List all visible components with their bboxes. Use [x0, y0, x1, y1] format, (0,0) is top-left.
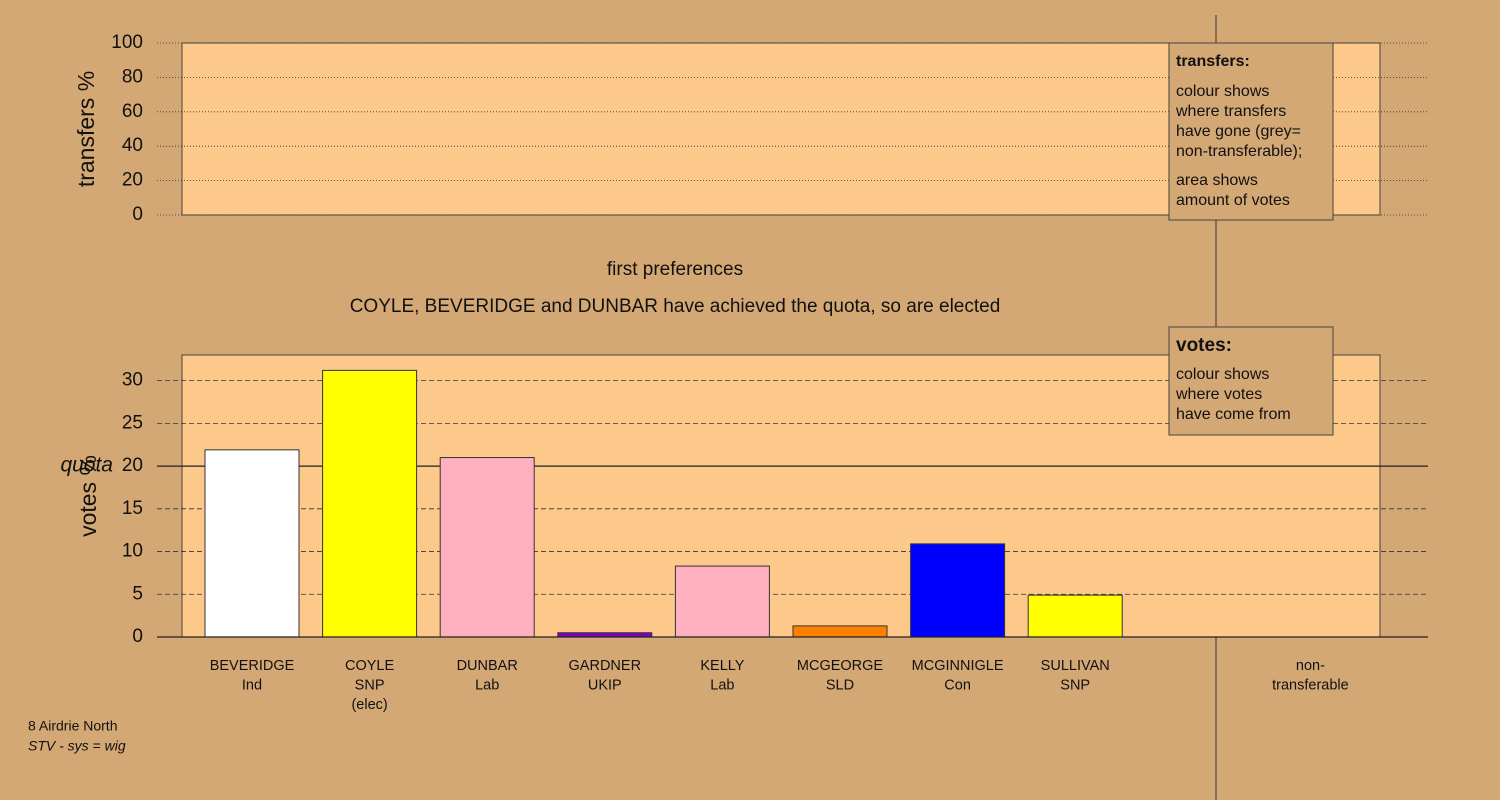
legend-text: where votes: [1175, 386, 1262, 403]
legend-text: colour shows: [1176, 83, 1269, 100]
legend-text: have come from: [1176, 406, 1291, 423]
y-tick-label: 5: [132, 583, 143, 604]
x-tick-label: DUNBAR: [457, 658, 518, 674]
y-tick-label: 0: [132, 204, 143, 225]
x-tick-label: BEVERIDGE: [210, 658, 295, 674]
bar: [439, 457, 535, 638]
x-tick-label: (elec): [351, 697, 387, 713]
x-tick-label: SNP: [1060, 677, 1090, 693]
legend-text: where transfers: [1175, 103, 1286, 120]
bar: [322, 369, 418, 638]
bar: [792, 625, 888, 638]
legend-text: non-transferable);: [1176, 143, 1302, 160]
footer-location: 8 Airdrie North: [28, 718, 117, 734]
x-tick-label: SULLIVAN: [1041, 658, 1110, 674]
y-tick-label: 10: [122, 541, 143, 562]
x-tick-label: COYLE: [345, 658, 394, 674]
y-tick-label: 40: [122, 135, 143, 156]
legend-heading: transfers:: [1176, 53, 1250, 70]
y-tick-label: 0: [132, 626, 143, 647]
y-tick-label: 80: [122, 66, 143, 87]
y-tick-label: 25: [122, 412, 143, 433]
chart-title: first preferences: [607, 259, 743, 280]
legend-box: [1168, 42, 1334, 221]
x-tick-label: SLD: [826, 677, 854, 693]
legend-heading: votes:: [1176, 335, 1232, 356]
y-tick-label: 30: [122, 370, 143, 391]
x-tick-label: GARDNER: [569, 658, 642, 674]
y-tick-label: 60: [122, 101, 143, 122]
bar: [674, 565, 770, 638]
x-tick-label: non-: [1296, 658, 1325, 674]
x-tick-label: Lab: [475, 677, 499, 693]
x-tick-label: Con: [944, 677, 971, 693]
x-tick-label: MCGEORGE: [797, 658, 884, 674]
x-tick-label: Lab: [710, 677, 734, 693]
chart-subtitle: COYLE, BEVERIDGE and DUNBAR have achieve…: [350, 296, 1001, 317]
legend-text: colour shows: [1176, 366, 1269, 383]
legend-text: amount of votes: [1176, 192, 1290, 209]
x-tick-label: transferable: [1272, 677, 1349, 693]
bar: [910, 543, 1006, 638]
y-tick-label: 20: [122, 455, 143, 476]
x-tick-label: Ind: [242, 677, 262, 693]
x-tick-label: SNP: [355, 677, 385, 693]
quota-label: quota: [60, 454, 113, 477]
y-tick-label: 15: [122, 498, 143, 519]
y-tick-label: 20: [122, 170, 143, 191]
y-tick-label: 100: [111, 32, 143, 53]
y-axis-label: transfers %: [73, 71, 99, 187]
legend-text: have gone (grey=: [1176, 123, 1301, 140]
y-axis-label: votes %: [75, 455, 101, 537]
bar: [1027, 594, 1123, 638]
footer-system: STV - sys = wig: [28, 738, 126, 754]
x-tick-label: KELLY: [700, 658, 744, 674]
bar: [204, 449, 300, 638]
x-tick-label: MCGINNIGLE: [912, 658, 1004, 674]
legend-text: area shows: [1176, 172, 1258, 189]
legend-box: [1168, 326, 1334, 436]
x-tick-label: UKIP: [588, 677, 622, 693]
